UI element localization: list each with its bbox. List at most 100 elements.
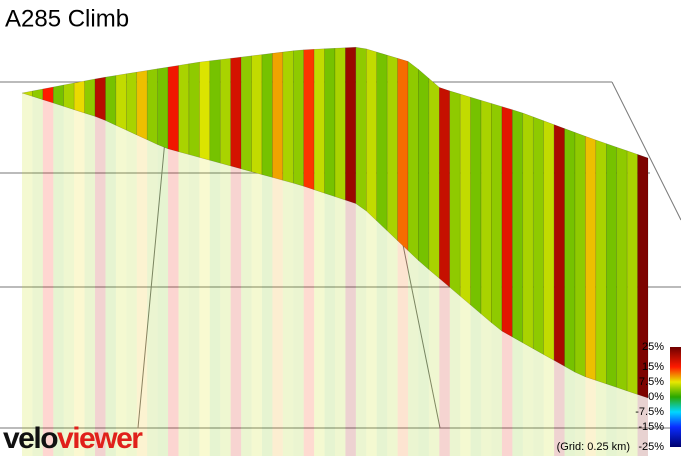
segment-reflection (168, 148, 179, 456)
segment-reflection (42, 99, 54, 456)
segment (167, 65, 179, 153)
segment-reflection (251, 171, 262, 456)
segment-reflection (501, 331, 513, 456)
segment (397, 57, 409, 252)
segment (376, 51, 388, 232)
segment-reflection (261, 174, 273, 456)
segment-reflection (408, 250, 419, 456)
segment (428, 77, 440, 279)
segment (293, 49, 304, 187)
colorbar-label: -25% (638, 441, 664, 453)
segment-reflection (220, 163, 231, 456)
segment-reflection (272, 177, 283, 456)
segment-reflection (606, 383, 617, 456)
grid (0, 81, 681, 429)
segment (470, 96, 482, 315)
segment-reflection (595, 380, 607, 456)
segment (543, 120, 555, 361)
logo: veloviewer (3, 422, 143, 455)
segment-reflection (115, 125, 127, 456)
segment-reflection (335, 196, 346, 456)
segment-reflection (481, 313, 492, 456)
segment (637, 154, 649, 399)
segment-reflection (293, 183, 304, 456)
segment-reflection (345, 200, 356, 456)
segment-reflection (616, 387, 628, 456)
segment (501, 106, 513, 338)
segment (345, 46, 357, 204)
segment-reflection (324, 193, 335, 456)
segment-reflection (105, 120, 116, 456)
segment (522, 112, 534, 350)
segment (366, 48, 377, 222)
logo-part: viewer (57, 422, 143, 455)
segment-reflection (554, 360, 565, 456)
profile (21, 46, 649, 456)
grid-note: (Grid: 0.25 km) (557, 441, 630, 453)
segment (564, 128, 576, 373)
legend: 25% 15% 7.5% 0% -7.5% -15% -25% (635, 341, 664, 453)
segment-reflection (376, 220, 388, 456)
segment-reflection (543, 354, 555, 456)
segment (240, 55, 252, 173)
segment (595, 139, 607, 385)
colorbar-label: -15% (638, 421, 664, 433)
segment-reflection (355, 203, 367, 456)
segment-reflection (418, 260, 429, 456)
segment-reflection (460, 296, 471, 456)
segment (449, 90, 461, 297)
segment (282, 50, 294, 184)
segment-reflection (564, 366, 575, 456)
segment (574, 132, 586, 378)
segment-reflection (366, 210, 377, 456)
segment-reflection (303, 186, 315, 456)
segment-reflection (53, 103, 64, 456)
segment (230, 56, 242, 170)
grid-line (137, 139, 166, 429)
segment-reflection (449, 287, 461, 456)
segment-reflection (439, 278, 450, 456)
segment (251, 54, 263, 175)
segment (126, 71, 138, 136)
segment (355, 46, 367, 212)
segment (272, 51, 284, 181)
segment (303, 49, 315, 191)
segment (209, 59, 221, 164)
segment-reflection (22, 93, 33, 456)
segment (407, 60, 419, 262)
segment (188, 61, 200, 158)
segment (261, 53, 273, 178)
segment (199, 60, 211, 161)
segment-reflection (314, 189, 325, 456)
segment (73, 80, 85, 114)
segment-reflection (533, 348, 544, 456)
segment-reflection (512, 336, 523, 456)
segment (146, 68, 158, 145)
grid-line (611, 81, 681, 221)
segment (219, 58, 231, 167)
segment-reflection (178, 151, 189, 456)
segment (585, 135, 597, 381)
segment-reflection (188, 154, 200, 456)
segment-reflection (95, 116, 106, 456)
segment-reflection (491, 322, 502, 456)
logo-part: velo (3, 422, 58, 455)
segment (94, 76, 106, 121)
segment-reflection (627, 390, 638, 456)
segment (334, 47, 346, 201)
segment (480, 99, 492, 324)
segment (418, 68, 430, 271)
segment-reflection (32, 96, 43, 456)
segment (491, 103, 503, 332)
grid-line (399, 229, 441, 429)
segment (105, 75, 117, 126)
segment (439, 87, 451, 288)
segment (512, 109, 524, 344)
segment-reflection (199, 157, 210, 456)
colorbar-label: 25% (642, 341, 664, 353)
segment (459, 93, 471, 306)
segment (553, 124, 565, 367)
colorbar-label: 0% (648, 391, 664, 403)
colorbar-label: 15% (642, 361, 664, 373)
colorbar (670, 347, 681, 447)
